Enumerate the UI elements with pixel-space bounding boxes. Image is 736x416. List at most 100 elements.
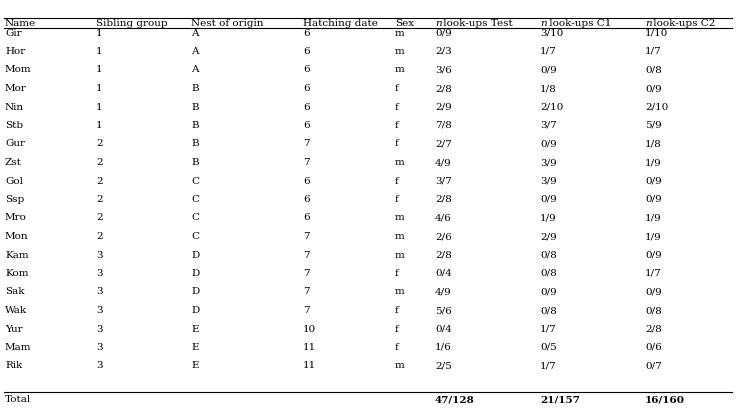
Text: 6: 6 bbox=[303, 47, 310, 56]
Text: f: f bbox=[395, 195, 399, 204]
Text: D: D bbox=[191, 250, 199, 260]
Text: 6: 6 bbox=[303, 65, 310, 74]
Text: 0/9: 0/9 bbox=[540, 287, 556, 297]
Text: 7: 7 bbox=[303, 139, 310, 149]
Text: look-ups C1: look-ups C1 bbox=[545, 18, 611, 27]
Text: 0/9: 0/9 bbox=[645, 287, 662, 297]
Text: 2/5: 2/5 bbox=[435, 362, 452, 371]
Text: Gur: Gur bbox=[5, 139, 25, 149]
Text: 0/8: 0/8 bbox=[645, 65, 662, 74]
Text: 1/7: 1/7 bbox=[540, 47, 556, 56]
Text: 10: 10 bbox=[303, 324, 316, 334]
Text: 7: 7 bbox=[303, 232, 310, 241]
Text: 0/7: 0/7 bbox=[645, 362, 662, 371]
Text: 2/10: 2/10 bbox=[540, 102, 563, 111]
Text: Kom: Kom bbox=[5, 269, 29, 278]
Text: Nin: Nin bbox=[5, 102, 24, 111]
Text: C: C bbox=[191, 232, 199, 241]
Text: Kam: Kam bbox=[5, 250, 29, 260]
Text: 3: 3 bbox=[96, 306, 102, 315]
Text: Hatching date: Hatching date bbox=[303, 18, 378, 27]
Text: 1/9: 1/9 bbox=[645, 213, 662, 223]
Text: 5/6: 5/6 bbox=[435, 306, 452, 315]
Text: 1/9: 1/9 bbox=[645, 232, 662, 241]
Text: D: D bbox=[191, 306, 199, 315]
Text: Mro: Mro bbox=[5, 213, 27, 223]
Text: 3/9: 3/9 bbox=[540, 158, 556, 167]
Text: 4/9: 4/9 bbox=[435, 287, 452, 297]
Text: E: E bbox=[191, 343, 199, 352]
Text: 1/7: 1/7 bbox=[645, 269, 662, 278]
Text: Zst: Zst bbox=[5, 158, 22, 167]
Text: 2/8: 2/8 bbox=[645, 324, 662, 334]
Text: m: m bbox=[395, 158, 405, 167]
Text: 1/10: 1/10 bbox=[645, 29, 668, 37]
Text: 2: 2 bbox=[96, 195, 102, 204]
Text: 0/4: 0/4 bbox=[435, 324, 452, 334]
Text: A: A bbox=[191, 47, 199, 56]
Text: 7: 7 bbox=[303, 287, 310, 297]
Text: B: B bbox=[191, 158, 199, 167]
Text: 6: 6 bbox=[303, 213, 310, 223]
Text: m: m bbox=[395, 232, 405, 241]
Text: Mam: Mam bbox=[5, 343, 32, 352]
Text: A: A bbox=[191, 29, 199, 37]
Text: 0/5: 0/5 bbox=[540, 343, 556, 352]
Text: f: f bbox=[395, 324, 399, 334]
Text: 7: 7 bbox=[303, 250, 310, 260]
Text: 7/8: 7/8 bbox=[435, 121, 452, 130]
Text: n: n bbox=[435, 18, 442, 27]
Text: 47/128: 47/128 bbox=[435, 396, 475, 404]
Text: 1: 1 bbox=[96, 121, 102, 130]
Text: Sak: Sak bbox=[5, 287, 24, 297]
Text: 7: 7 bbox=[303, 269, 310, 278]
Text: 0/9: 0/9 bbox=[645, 176, 662, 186]
Text: Stb: Stb bbox=[5, 121, 23, 130]
Text: Rik: Rik bbox=[5, 362, 22, 371]
Text: f: f bbox=[395, 306, 399, 315]
Text: Mom: Mom bbox=[5, 65, 32, 74]
Text: 11: 11 bbox=[303, 343, 316, 352]
Text: 3/7: 3/7 bbox=[540, 121, 556, 130]
Text: m: m bbox=[395, 213, 405, 223]
Text: 1/7: 1/7 bbox=[540, 324, 556, 334]
Text: 3: 3 bbox=[96, 343, 102, 352]
Text: 2/9: 2/9 bbox=[435, 102, 452, 111]
Text: 1/6: 1/6 bbox=[435, 343, 452, 352]
Text: B: B bbox=[191, 84, 199, 93]
Text: 0/9: 0/9 bbox=[435, 29, 452, 37]
Text: 0/9: 0/9 bbox=[540, 139, 556, 149]
Text: 2: 2 bbox=[96, 139, 102, 149]
Text: 3: 3 bbox=[96, 269, 102, 278]
Text: D: D bbox=[191, 287, 199, 297]
Text: 0/4: 0/4 bbox=[435, 269, 452, 278]
Text: 2: 2 bbox=[96, 232, 102, 241]
Text: 2: 2 bbox=[96, 158, 102, 167]
Text: look-ups Test: look-ups Test bbox=[441, 18, 513, 27]
Text: m: m bbox=[395, 250, 405, 260]
Text: 2/3: 2/3 bbox=[435, 47, 452, 56]
Text: Mor: Mor bbox=[5, 84, 27, 93]
Text: 2/10: 2/10 bbox=[645, 102, 668, 111]
Text: f: f bbox=[395, 139, 399, 149]
Text: 1/7: 1/7 bbox=[645, 47, 662, 56]
Text: Hor: Hor bbox=[5, 47, 25, 56]
Text: 1/9: 1/9 bbox=[540, 213, 556, 223]
Text: f: f bbox=[395, 121, 399, 130]
Text: f: f bbox=[395, 84, 399, 93]
Text: f: f bbox=[395, 102, 399, 111]
Text: m: m bbox=[395, 362, 405, 371]
Text: 6: 6 bbox=[303, 84, 310, 93]
Text: Name: Name bbox=[5, 18, 36, 27]
Text: 1: 1 bbox=[96, 65, 102, 74]
Text: 6: 6 bbox=[303, 102, 310, 111]
Text: f: f bbox=[395, 269, 399, 278]
Text: 7: 7 bbox=[303, 306, 310, 315]
Text: 1: 1 bbox=[96, 29, 102, 37]
Text: 6: 6 bbox=[303, 195, 310, 204]
Text: m: m bbox=[395, 29, 405, 37]
Text: 1/8: 1/8 bbox=[540, 84, 556, 93]
Text: 0/9: 0/9 bbox=[540, 65, 556, 74]
Text: C: C bbox=[191, 213, 199, 223]
Text: 3: 3 bbox=[96, 250, 102, 260]
